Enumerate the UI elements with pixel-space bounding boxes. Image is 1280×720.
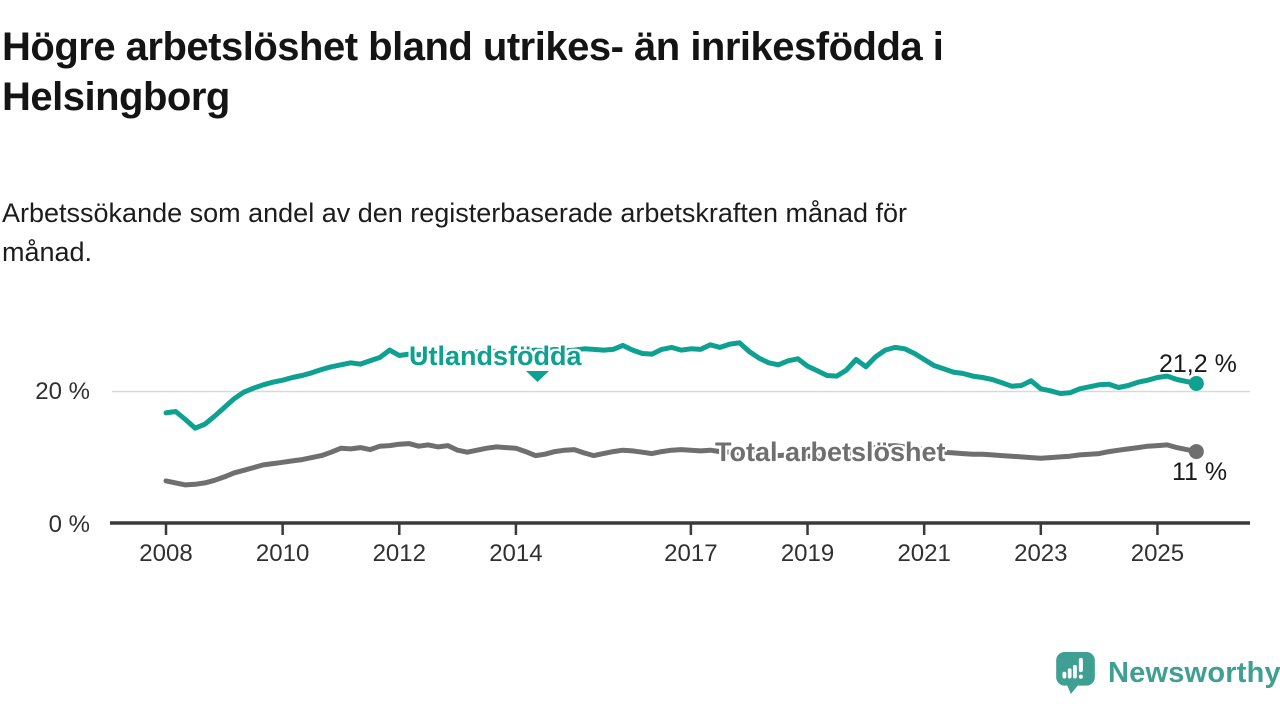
series-line-utlandsf-dda: [163, 340, 1199, 431]
page-title: Högre arbetslöshet bland utrikes- än inr…: [2, 22, 1222, 123]
subtitle-line-2: månad.: [2, 236, 93, 267]
x-tick-label: 2012: [372, 540, 426, 567]
axis-tick-layer: [164, 524, 1159, 535]
series-end-dot: [1188, 375, 1204, 391]
y-tick-label: 20 %: [35, 377, 90, 405]
x-tick-label: 2017: [664, 540, 718, 567]
series-line-layer: [163, 340, 1204, 488]
end-value-label-total: 11 %: [1172, 458, 1228, 486]
x-tick-label: 2019: [780, 540, 835, 567]
subtitle-line-1: Arbetssökande som andel av den registerb…: [2, 198, 908, 228]
x-tick-label: 2014: [489, 540, 543, 567]
series-line-total-arbetsl-shet: [163, 441, 1199, 488]
brand-name: Newsworthy: [1108, 656, 1280, 689]
title-line-1: Högre arbetslöshet bland utrikes- än inr…: [2, 25, 944, 69]
newsworthy-logo: Newsworthy: [1056, 648, 1280, 698]
newsworthy-logo-icon: [1056, 652, 1095, 694]
x-tick-label: 2025: [1130, 540, 1185, 567]
x-tick-label: 2023: [1014, 540, 1068, 567]
x-tick-label: 2010: [255, 540, 310, 567]
series-label-utlandsfodda: Utlandsfödda: [409, 341, 582, 371]
y-tick-label: 0 %: [48, 511, 90, 538]
title-line-2: Helsingborg: [2, 75, 230, 120]
end-value-label-utlandsfodda: 21,2 %: [1159, 350, 1237, 378]
series-label-total-arbetsloshet: Total arbetslöshet: [715, 437, 946, 467]
series-end-dot: [1188, 444, 1204, 460]
chart-subtitle: Arbetssökande som andel av den registerb…: [2, 194, 1222, 271]
series-label-arrow-icon: [526, 371, 549, 382]
x-tick-label: 2008: [139, 540, 193, 567]
x-tick-label: 2021: [897, 540, 951, 567]
